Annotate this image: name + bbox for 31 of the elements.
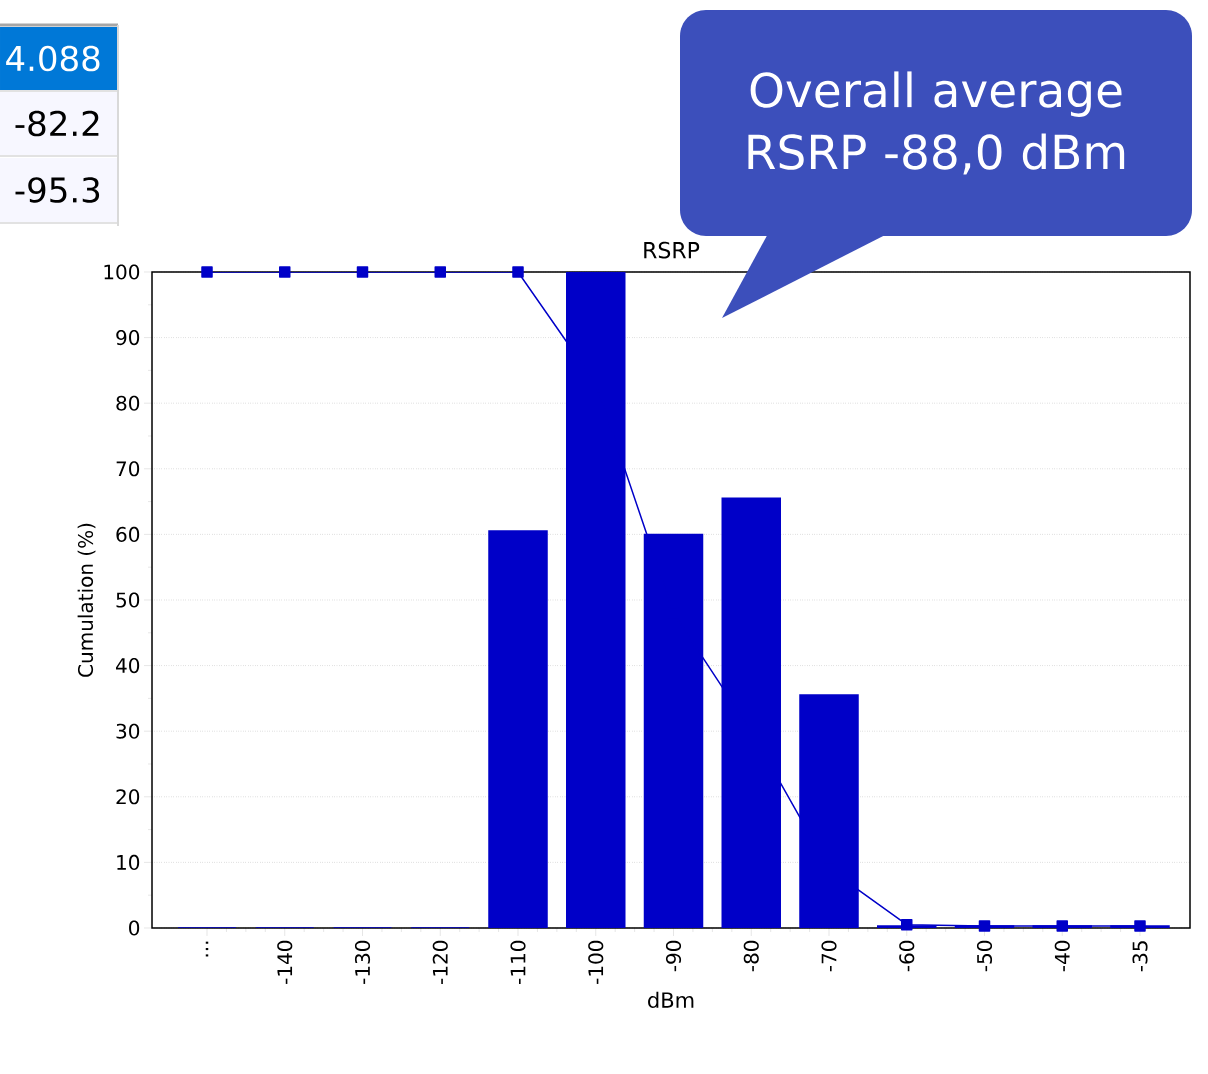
x-tick-label: -100 [588, 940, 604, 984]
y-tick-label: 60 [116, 526, 140, 542]
x-tick-label: -60 [899, 940, 915, 972]
x-tick-label: -90 [665, 940, 682, 972]
x-tick-label: -110 [510, 940, 526, 984]
x-tick-label: ... [205, 941, 209, 957]
x-tick-label: -80 [743, 940, 759, 972]
y-tick-label: 70 [116, 461, 140, 477]
y-tick-label: 50 [116, 592, 140, 608]
x-tick-label: -70 [821, 940, 837, 972]
y-tick-label: 100 [104, 264, 140, 280]
y-tick-label: 10 [117, 854, 140, 870]
y-tick-label: 40 [116, 658, 140, 674]
y-tick-label: 90 [116, 330, 140, 346]
y-tick-label: 20 [116, 789, 140, 805]
x-tick-label: -40 [1054, 940, 1070, 972]
x-axis-title: dBm [648, 991, 694, 1009]
text: -95.3 [15, 177, 100, 203]
y-axis-title: Cumulation (%) [77, 523, 96, 677]
y-tick-label: 80 [116, 395, 140, 411]
x-tick-label: -130 [354, 940, 371, 984]
x-tick-label: -50 [976, 940, 993, 972]
x-tick-label: -120 [432, 940, 448, 984]
y-tick-label: 0 [129, 920, 140, 936]
chart-title: RSRP [644, 241, 700, 259]
text: 4.088 [6, 45, 100, 72]
text: -82.2 [15, 110, 99, 137]
text: Overall average RSRP -88,0 dBm [748, 71, 1125, 175]
x-tick-label: -35 [1132, 941, 1148, 972]
x-tick-label: -140 [277, 940, 293, 984]
y-tick-label: 30 [116, 723, 140, 739]
